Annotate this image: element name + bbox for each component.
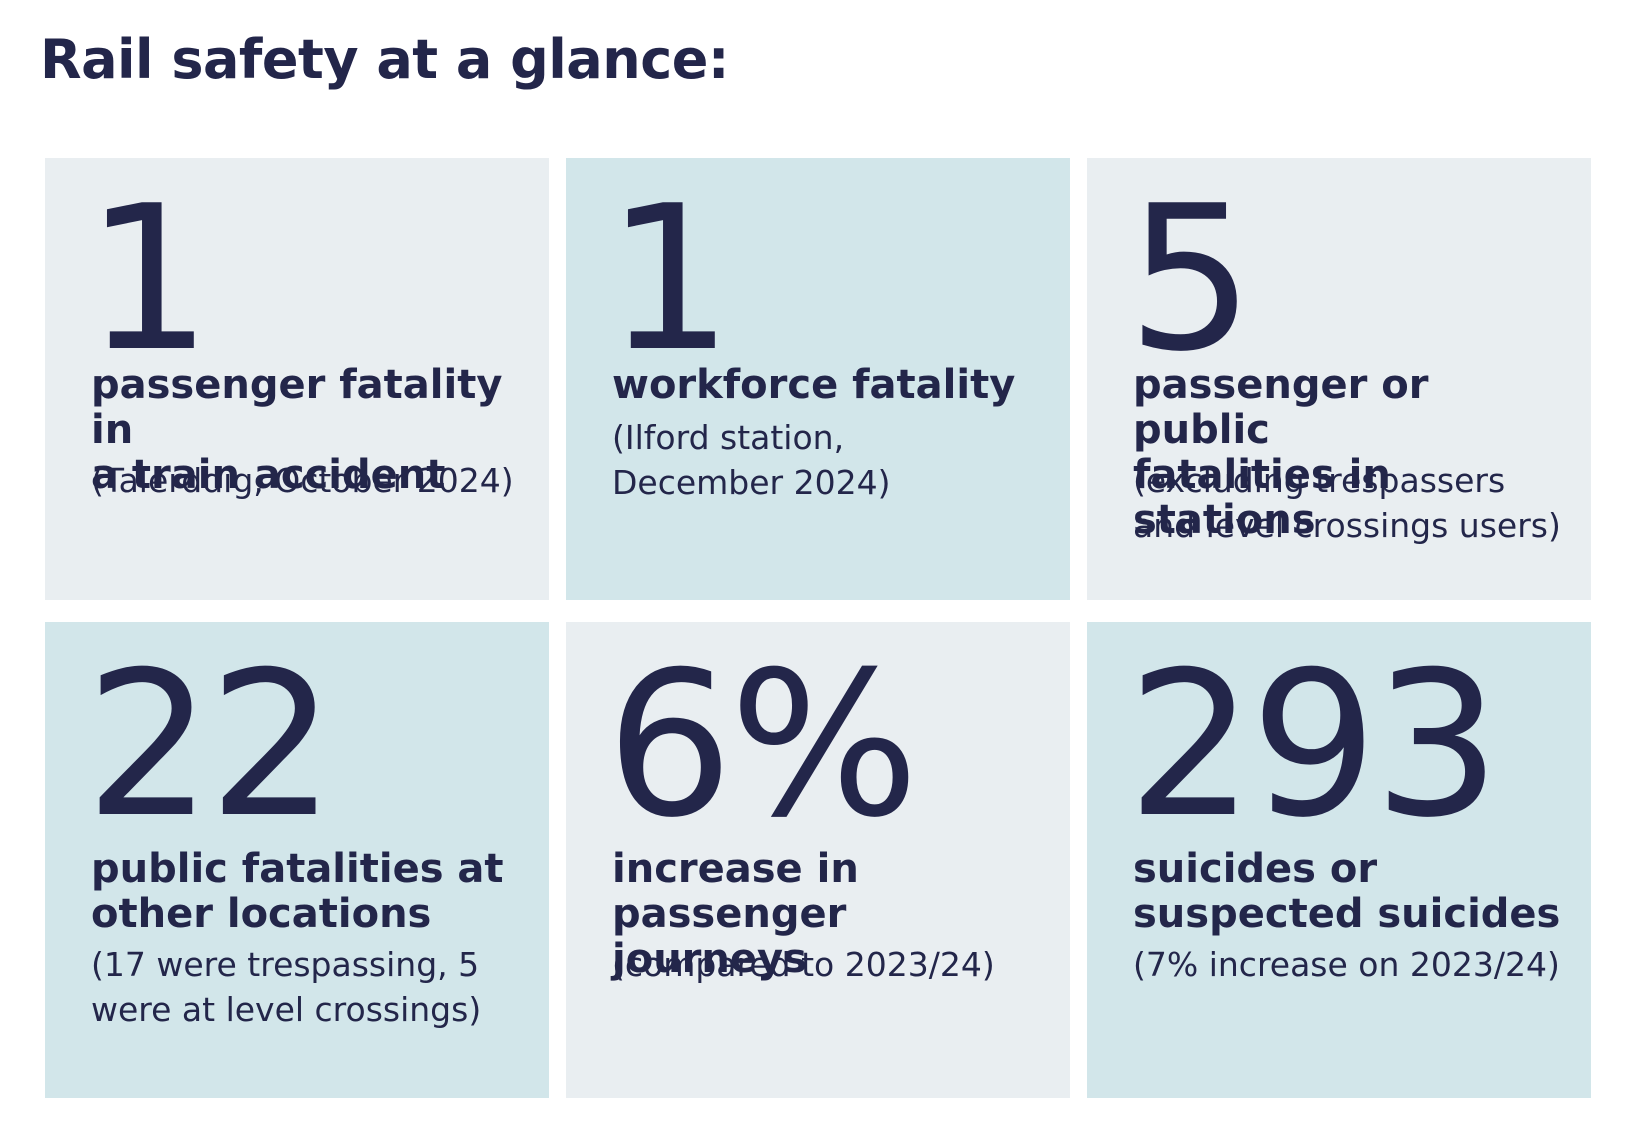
- page-title: Rail safety at a glance:: [40, 28, 729, 91]
- stat-value: 1: [85, 163, 212, 396]
- stat-note: (compared to 2023/24): [612, 945, 995, 984]
- stat-label: increase in passenger journeys: [612, 846, 859, 982]
- stat-card-workforce-fatality: 1 workforce fatality (Ilford station, De…: [566, 158, 1070, 600]
- stat-value: 6%: [606, 629, 919, 862]
- stat-label: passenger fatality in a train accident: [91, 362, 503, 498]
- stat-card-passenger-journeys: 6% increase in passenger journeys (compa…: [566, 622, 1070, 1098]
- stat-note: (Talerddig, October 2024): [91, 461, 514, 500]
- stat-value: 5: [1127, 163, 1254, 396]
- stat-label: passenger or public fatalities in statio…: [1133, 362, 1429, 543]
- stat-note: (excluding trespassers and level crossin…: [1133, 461, 1561, 545]
- stat-note: (7% increase on 2023/24): [1133, 945, 1560, 984]
- stat-note: (Ilford station, December 2024): [612, 418, 891, 502]
- stat-note: (17 were trespassing, 5 were at level cr…: [91, 945, 482, 1029]
- stat-label: suicides or suspected suicides: [1133, 846, 1561, 937]
- stat-card-suicides: 293 suicides or suspected suicides (7% i…: [1087, 622, 1591, 1098]
- stat-value: 293: [1127, 629, 1501, 862]
- stats-grid: 1 passenger fatality in a train accident…: [45, 158, 1591, 1098]
- stat-card-station-fatalities: 5 passenger or public fatalities in stat…: [1087, 158, 1591, 600]
- stat-value: 22: [85, 629, 335, 862]
- stat-value: 1: [606, 163, 733, 396]
- stat-card-other-locations: 22 public fatalities at other locations …: [45, 622, 549, 1098]
- stat-label: workforce fatality: [612, 362, 1016, 408]
- stat-card-passenger-train-accident: 1 passenger fatality in a train accident…: [45, 158, 549, 600]
- stat-label: public fatalities at other locations: [91, 846, 504, 937]
